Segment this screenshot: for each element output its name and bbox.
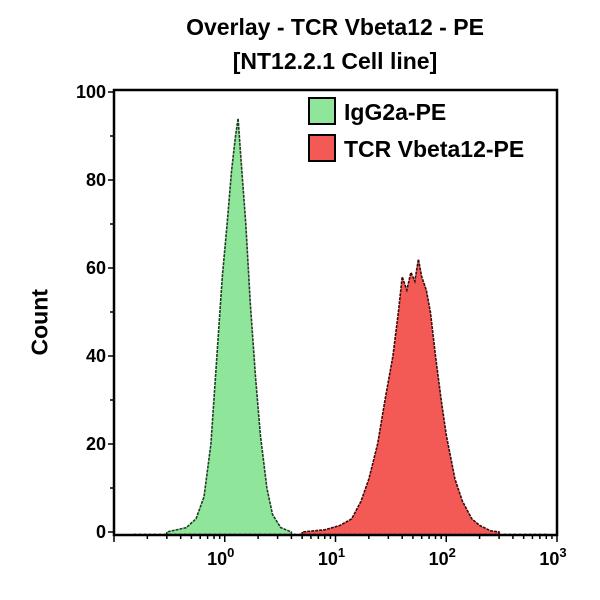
x-tick-base: 10 xyxy=(539,549,559,569)
y-tick-label: 60 xyxy=(86,258,106,278)
x-tick-base: 10 xyxy=(429,549,449,569)
histogram-series-1 xyxy=(165,118,293,536)
x-tick-exponent: 0 xyxy=(227,545,234,560)
histogram-series-2 xyxy=(301,259,500,536)
x-tick-exponent: 1 xyxy=(338,545,345,560)
x-tick-label: 100 xyxy=(207,545,234,569)
x-tick-exponent: 2 xyxy=(449,545,456,560)
y-tick-label: 80 xyxy=(86,170,106,190)
y-tick-label: 40 xyxy=(86,346,106,366)
x-tick-base: 10 xyxy=(318,549,338,569)
chart-title-line-2: [NT12.2.1 Cell line] xyxy=(232,48,438,74)
chart-title-line-1: Overlay - TCR Vbeta12 - PE xyxy=(186,14,484,40)
legend-label-2: TCR Vbeta12-PE xyxy=(344,136,524,162)
x-tick-label: 102 xyxy=(429,545,456,569)
y-tick-label: 100 xyxy=(76,82,106,102)
y-tick-label: 0 xyxy=(96,522,106,542)
legend-swatch-2 xyxy=(308,134,336,162)
legend-label-1: IgG2a-PE xyxy=(344,99,446,125)
x-tick-label: 101 xyxy=(318,545,345,569)
legend-swatch-1 xyxy=(308,97,336,125)
x-tick-base: 10 xyxy=(207,549,227,569)
x-tick-label: 103 xyxy=(539,545,566,569)
y-tick-label: 20 xyxy=(86,434,106,454)
x-tick-exponent: 3 xyxy=(559,545,566,560)
